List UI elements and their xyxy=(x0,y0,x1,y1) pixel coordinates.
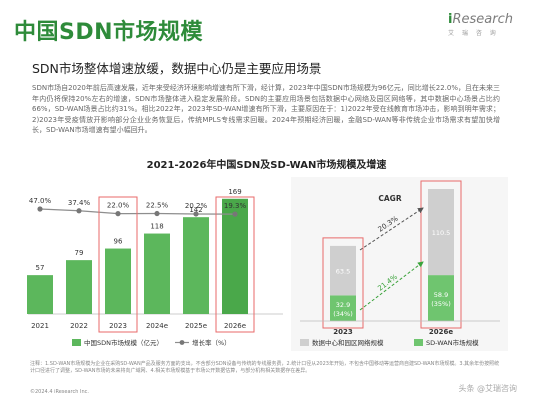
bar-value-label: 96 xyxy=(114,238,123,246)
sdwan-value-label: 32.9 xyxy=(336,301,350,309)
legend-label: SD-WAN市场规模 xyxy=(426,338,479,347)
legend-label: 增长率（%） xyxy=(192,338,231,347)
datacenter-bar-2023 xyxy=(330,245,356,296)
legend-label: 数据中心和园区网络规模 xyxy=(312,338,384,347)
bar-2026e xyxy=(222,198,248,314)
legend-label: 中国SDN市场规模（亿元） xyxy=(84,338,163,347)
highlight-box-2023 xyxy=(322,237,364,329)
bar-value-label: 118 xyxy=(150,223,163,231)
growth-point-2022 xyxy=(76,208,82,214)
bar-value-label: 57 xyxy=(36,264,45,272)
growth-label: 22.5% xyxy=(146,202,169,210)
sdwan-share-label: (35%) xyxy=(431,300,451,308)
bar-value-label: 169 xyxy=(228,188,241,196)
iresearch-logo: iResearch 艾 瑞 咨 询 xyxy=(448,12,513,37)
growth-label: 37.4% xyxy=(68,199,91,207)
tick-label: 2021 xyxy=(31,322,49,330)
growth-label: 19.3% xyxy=(224,202,247,210)
sdwan-bar-2026e xyxy=(428,275,454,321)
growth-point-2025e xyxy=(193,211,199,217)
bar-2023 xyxy=(105,248,131,314)
tick-label: 2025e xyxy=(185,322,207,330)
page-subtitle: SDN市场整体增速放缓，数据中心仍是主要应用场景 xyxy=(32,61,322,76)
highlight-box-2023 xyxy=(98,196,138,333)
growth-point-2023 xyxy=(115,211,121,217)
sdwan-bar-2023 xyxy=(330,295,356,321)
logo-letter: i xyxy=(448,12,453,27)
growth-label: 47.0% xyxy=(29,197,52,205)
source-text: ©2024.4 iResearch Inc. xyxy=(30,389,89,395)
datacenter-value-label: 110.5 xyxy=(432,229,451,237)
datacenter-value-label: 63.5 xyxy=(336,268,350,276)
bar-2025e xyxy=(183,217,209,314)
growth-label: 22.0% xyxy=(107,202,130,210)
tick-label: 2024e xyxy=(146,322,168,330)
bar-2022 xyxy=(66,260,92,314)
sdwan-share-label: (34%) xyxy=(333,310,353,318)
bar-value-label: 142 xyxy=(189,206,202,214)
legend-swatch-datacenter xyxy=(300,339,309,346)
bar-2024e xyxy=(144,233,170,314)
logo-text: Research xyxy=(452,12,514,27)
tick-label: 2022 xyxy=(70,322,88,330)
legend-swatch-bar xyxy=(72,339,81,346)
tick-label: 2026e xyxy=(429,328,453,336)
intro-paragraph: SDN市场自2020年前后高速发展，近年来受经济环境影响增速有所下滑，经计算，2… xyxy=(32,84,500,135)
cagr-panel-bg xyxy=(291,177,508,351)
growth-point-2026e xyxy=(232,211,238,217)
growth-point-2024e xyxy=(154,210,160,217)
logo-subtext: 艾 瑞 咨 询 xyxy=(448,30,499,37)
page-title: 中国SDN市场规模 xyxy=(14,20,204,45)
cagr-arrow-sdwan xyxy=(359,261,424,311)
highlight-box-2026e xyxy=(420,180,462,329)
growth-point-2021 xyxy=(37,206,43,212)
highlight-box-2026e xyxy=(215,196,255,333)
tick-label: 2023 xyxy=(109,322,127,330)
chart-title: 2021-2026年中国SDN及SD-WAN市场规模及增速 xyxy=(146,160,387,171)
bar-2021 xyxy=(27,275,53,314)
growth-label: 20.2% xyxy=(185,202,208,210)
datacenter-bar-2026e xyxy=(428,189,454,276)
legend-swatch-sdwan xyxy=(414,339,423,346)
cagr-title: CAGR xyxy=(378,194,401,203)
sdwan-value-label: 58.9 xyxy=(434,291,448,299)
bar-value-label: 79 xyxy=(75,249,84,257)
footnote: 注释：1.SD-WAN市场规模为企业在采购SD-WAN产品及服务方面的支出，不含… xyxy=(30,361,500,374)
tick-label: 2026e xyxy=(224,322,246,330)
watermark: 头条 @艾瑞咨询 xyxy=(458,384,517,393)
cagr-arrow-datacenter xyxy=(359,207,424,251)
tick-label: 2023 xyxy=(333,328,353,336)
legend-swatch-marker xyxy=(179,340,185,345)
